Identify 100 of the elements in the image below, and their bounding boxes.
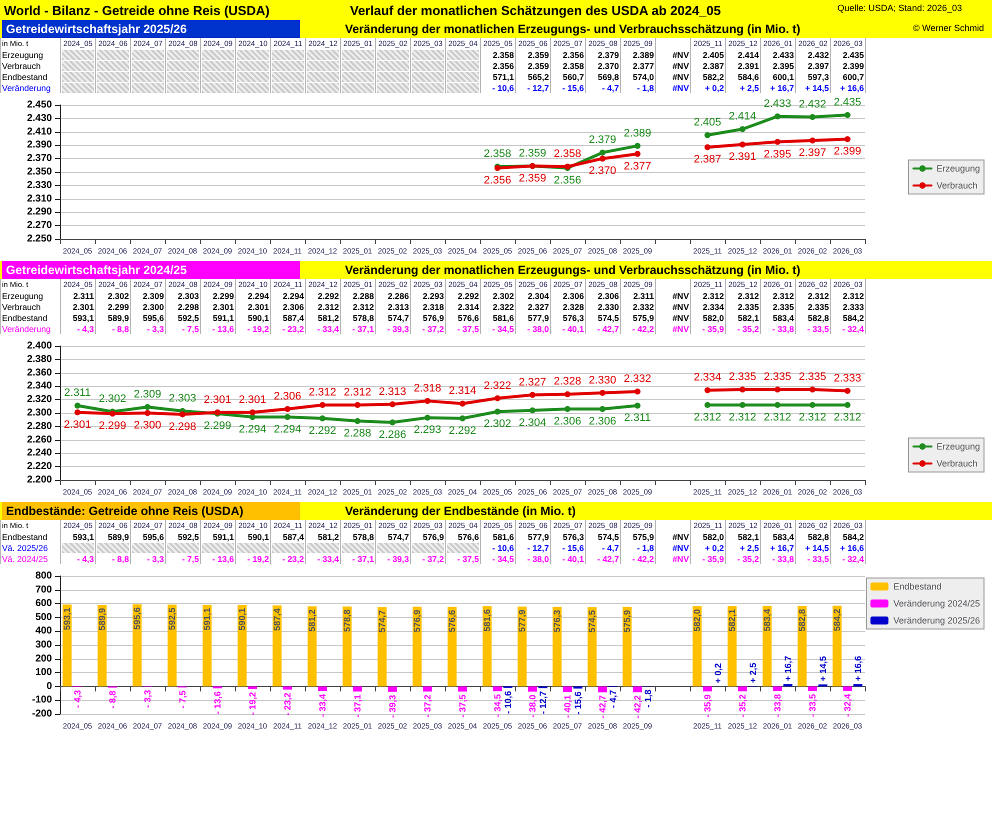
point	[704, 402, 710, 408]
data-label: 2.302	[96, 290, 130, 301]
data-label: - 37,1	[340, 323, 376, 334]
data-label: - 13,6	[212, 691, 222, 714]
data-label: 584,2	[832, 608, 842, 632]
data-label: - 34,5	[492, 694, 502, 718]
data-label: + 16,7	[760, 542, 796, 553]
bar	[458, 686, 467, 692]
data-label: 2.306	[586, 290, 620, 301]
point	[460, 400, 466, 407]
point	[354, 402, 360, 408]
data-label: 2.313	[376, 301, 410, 312]
data-label: 590,1	[236, 531, 270, 542]
data-label: - 37,2	[410, 323, 446, 334]
data-label: - 40,1	[550, 323, 586, 334]
data-label: 2.414	[728, 110, 756, 123]
data-label: - 37,5	[446, 553, 480, 564]
data-label: 2.312	[764, 411, 792, 424]
data-label: 2.356	[550, 49, 586, 60]
data-label: 2.433	[764, 98, 792, 110]
data-label: 2.334	[690, 301, 726, 312]
point	[250, 409, 256, 416]
data-label: 2.356	[484, 174, 512, 186]
bar	[843, 686, 852, 691]
data-label: 2.299	[204, 420, 232, 432]
y-tick-label: 2.310	[26, 193, 52, 204]
y-tick-label: 2.400	[26, 340, 52, 352]
data-label: 576,9	[410, 312, 446, 323]
data-label: 592,5	[166, 312, 200, 323]
data-label: 2.327	[518, 376, 546, 388]
data-label: 589,9	[96, 312, 130, 323]
data-label: 576,6	[446, 312, 480, 323]
data-label: - 35,9	[702, 694, 712, 718]
y-tick-label: 2.320	[26, 394, 52, 406]
data-label: 2.397	[798, 147, 826, 160]
data-label: 574,7	[376, 531, 410, 542]
data-label: 2.306	[274, 390, 302, 402]
data-label: 581,6	[480, 531, 516, 542]
data-label: 2.288	[340, 290, 376, 301]
data-label: 578,8	[340, 531, 376, 542]
data-label: 590,1	[237, 608, 248, 630]
data-label: - 37,2	[410, 553, 446, 564]
point	[530, 392, 536, 398]
data-label: 565,2	[516, 71, 550, 82]
data-label: 577,9	[517, 610, 528, 632]
text: World - Bilanz - Getreide ohne Reis (USDA)	[4, 3, 270, 18]
data-label: 574,7	[377, 610, 388, 633]
data-label: 575,9	[622, 610, 632, 632]
data-label: + 14,5	[818, 656, 828, 682]
data-label: #NV	[656, 553, 690, 564]
data-label: 2.294	[270, 290, 306, 301]
data-label: 2.327	[516, 301, 550, 312]
source-note: Quelle: USDA; Stand: 2026_03	[837, 3, 962, 13]
text: Verlauf der monatlichen Schätzungen des USDA ab 2024_05	[350, 3, 721, 18]
data-label: 591,1	[200, 531, 236, 542]
data-label: - 7,5	[166, 323, 200, 334]
bar	[808, 686, 817, 692]
data-label: + 16,7	[760, 82, 796, 93]
bar	[318, 686, 327, 692]
y-tick-label: 600	[35, 598, 52, 610]
data-label: 2.370	[588, 165, 616, 178]
data-label: - 40,1	[562, 694, 572, 718]
data-label: 2.312	[830, 290, 866, 301]
data-label: 592,5	[167, 608, 178, 630]
point	[74, 402, 80, 409]
data-label: 578,8	[342, 610, 352, 632]
data-label: 578,8	[340, 312, 376, 323]
legend-label: Verbrauch	[936, 458, 978, 468]
data-label: - 42,2	[620, 323, 656, 334]
data-label: #NV	[656, 290, 690, 301]
point	[740, 386, 746, 393]
data-label: 2.435	[830, 49, 866, 60]
data-label: - 12,7	[538, 691, 548, 714]
data-label: - 7,5	[178, 690, 188, 708]
data-label: 581,2	[306, 312, 340, 323]
data-label: 2.286	[376, 290, 410, 301]
point	[564, 391, 570, 398]
data-label: 595,6	[130, 312, 166, 323]
data-label: 582,0	[690, 531, 726, 542]
data-label: + 16,7	[782, 656, 793, 682]
data-label: 2.391	[728, 151, 756, 164]
data-label: 589,9	[97, 608, 108, 631]
bar	[738, 686, 747, 692]
data-label: - 15,6	[550, 542, 586, 553]
point	[634, 142, 640, 149]
point	[530, 407, 536, 414]
data-label: - 40,1	[550, 553, 586, 564]
data-label: - 33,5	[808, 694, 818, 718]
data-label: - 1,8	[620, 542, 656, 553]
data-label: - 1,8	[620, 82, 656, 93]
data-label: - 10,6	[480, 82, 516, 93]
data-label: 2.304	[516, 290, 550, 301]
data-label: 2.292	[306, 290, 340, 301]
data-label: 2.312	[728, 411, 756, 424]
data-label: 2.395	[760, 60, 796, 71]
data-label: 2.335	[798, 371, 826, 384]
data-label: 2.377	[620, 60, 656, 71]
data-label: + 14,5	[796, 82, 830, 93]
data-label: 2.314	[446, 301, 480, 312]
data-label: 2.432	[796, 49, 830, 60]
